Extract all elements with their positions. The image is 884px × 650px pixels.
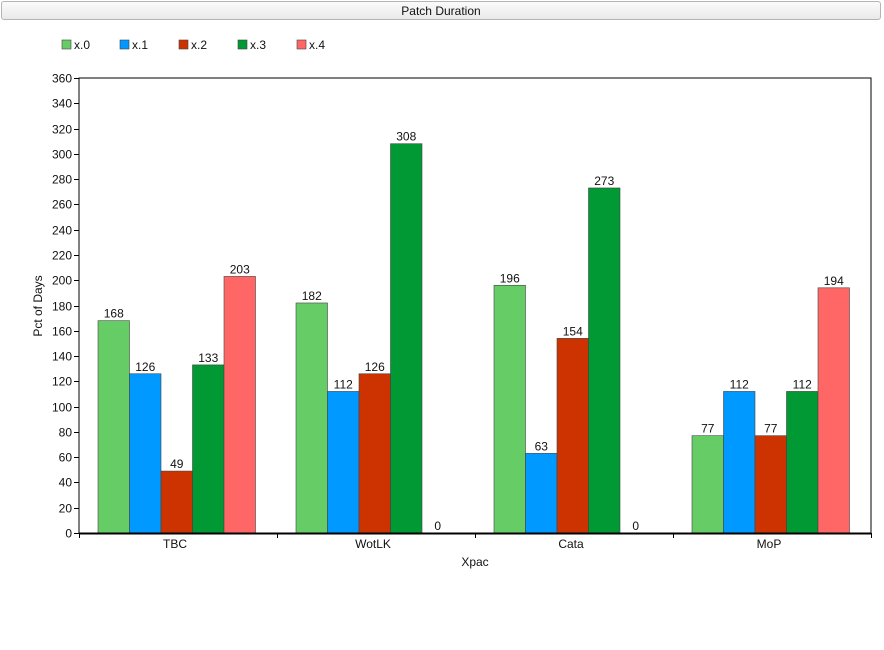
data-label: 203 <box>230 262 250 276</box>
data-label: 63 <box>535 439 549 453</box>
y-tick-label: 0 <box>65 527 72 541</box>
data-label: 112 <box>793 377 812 391</box>
data-label: 126 <box>365 360 385 374</box>
legend-item: x.0 <box>61 38 90 52</box>
data-label: 133 <box>198 351 218 365</box>
legend-item: x.3 <box>237 38 266 52</box>
bar <box>358 373 391 534</box>
data-label: 77 <box>701 422 715 436</box>
y-tick-label: 80 <box>59 426 73 440</box>
data-label: 154 <box>563 324 583 338</box>
y-tick-label: 100 <box>52 401 72 415</box>
legend-item: x.4 <box>296 38 325 52</box>
y-tick-label: 180 <box>52 300 72 314</box>
legend-swatch <box>296 39 307 50</box>
legend-swatch <box>178 39 189 50</box>
data-label: 182 <box>302 289 322 303</box>
legend-label: x.3 <box>250 38 266 52</box>
bar <box>691 435 724 534</box>
y-tick-label: 120 <box>52 375 72 389</box>
x-axis-label: Xpac <box>461 555 488 569</box>
legend-label: x.2 <box>191 38 207 52</box>
bar <box>327 391 360 534</box>
legend-item: x.1 <box>119 38 148 52</box>
y-tick-label: 360 <box>52 72 72 86</box>
data-label: 112 <box>730 377 749 391</box>
data-label: 273 <box>594 174 614 188</box>
bar <box>817 287 850 534</box>
y-tick-label: 300 <box>52 148 72 162</box>
y-tick-label: 220 <box>52 249 72 263</box>
data-label: 0 <box>434 519 441 533</box>
data-label: 126 <box>135 360 155 374</box>
bar <box>160 470 193 534</box>
bar <box>786 391 819 534</box>
legend-swatch <box>237 39 248 50</box>
x-tick-label: WotLK <box>355 537 391 551</box>
data-label: 112 <box>334 377 353 391</box>
legend-swatch <box>119 39 130 50</box>
y-tick-label: 240 <box>52 224 72 238</box>
chart-window-title: Patch Duration <box>1 1 881 20</box>
y-tick-label: 260 <box>52 198 72 212</box>
bar <box>588 187 621 534</box>
legend-label: x.4 <box>309 38 325 52</box>
data-label: 308 <box>396 130 416 144</box>
bar <box>754 435 787 534</box>
bar <box>295 302 328 534</box>
bar <box>556 338 589 534</box>
legend-label: x.1 <box>132 38 148 52</box>
x-axis: TBC WotLK Cata MoP <box>79 532 872 551</box>
bar <box>493 284 526 534</box>
legend: x.0 x.1 x.2 x.3 x.4 <box>61 38 325 52</box>
data-label: 0 <box>632 519 639 533</box>
y-axis: 0 20 40 60 80 100 120 140 160 180 200 220 240 260 280 3… <box>52 72 79 541</box>
y-tick-label: 20 <box>59 502 73 516</box>
bar <box>192 364 225 534</box>
bar <box>723 391 756 534</box>
y-axis-label: Pct of Days <box>31 275 45 336</box>
bar <box>390 143 423 534</box>
y-tick-label: 40 <box>59 476 73 490</box>
y-tick-label: 60 <box>59 451 73 465</box>
y-tick-label: 200 <box>52 274 72 288</box>
data-label: 194 <box>824 274 844 288</box>
data-label: 196 <box>500 271 520 285</box>
bar <box>525 453 558 534</box>
x-tick-label: MoP <box>757 537 782 551</box>
bar <box>223 276 256 534</box>
legend-label: x.0 <box>74 38 90 52</box>
y-tick-label: 320 <box>52 123 72 137</box>
y-tick-label: 140 <box>52 350 72 364</box>
data-label: 77 <box>764 422 778 436</box>
data-label: 49 <box>170 457 184 471</box>
y-tick-label: 280 <box>52 173 72 187</box>
data-label: 168 <box>104 307 124 321</box>
bar <box>129 373 162 534</box>
x-tick-label: TBC <box>163 537 187 551</box>
y-tick-label: 340 <box>52 97 72 111</box>
bar <box>97 320 130 534</box>
plot-area: 168 182 196 77 126 112 63 112 49 126 154 77 133 308 27… <box>78 77 872 534</box>
y-tick-label: 160 <box>52 325 72 339</box>
legend-item: x.2 <box>178 38 207 52</box>
x-tick-label: Cata <box>558 537 584 551</box>
legend-swatch <box>61 39 72 50</box>
